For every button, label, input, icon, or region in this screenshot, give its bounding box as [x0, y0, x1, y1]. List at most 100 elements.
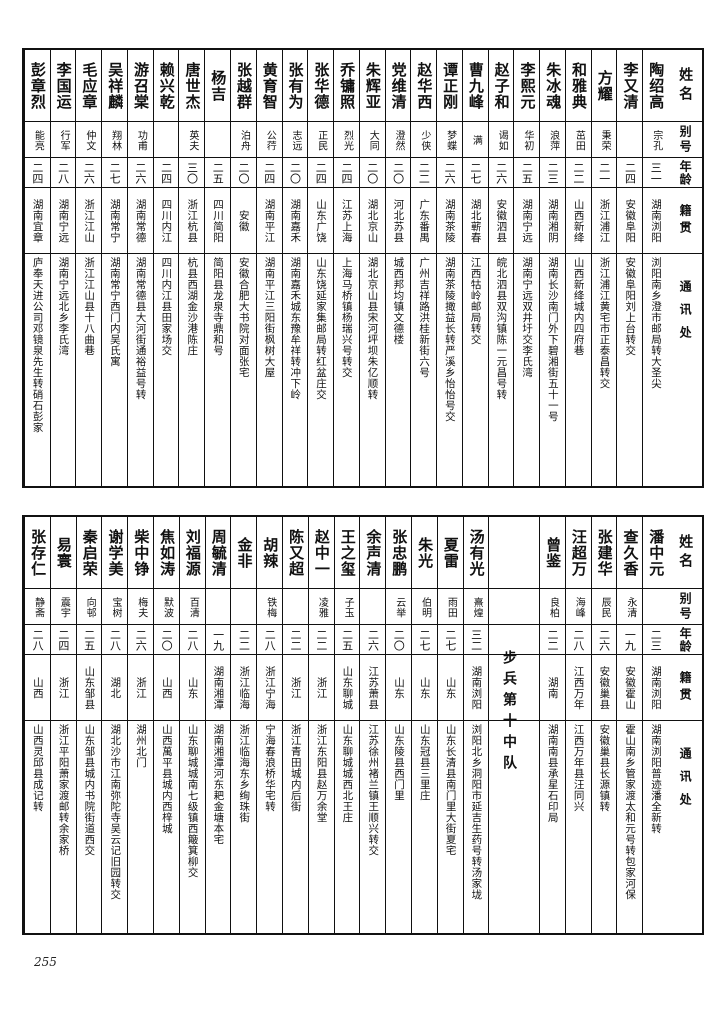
cell-alias — [643, 589, 668, 625]
text-age: 三〇 — [185, 162, 199, 184]
text-alias: 云举 — [393, 596, 405, 618]
text-name: 谢学美 — [106, 529, 125, 577]
cell-origin: 湖南湘阴 — [540, 188, 565, 254]
text-address: 湖南常宁西门内吴氏寓 — [108, 257, 121, 367]
text-name: 周毓清 — [209, 529, 228, 577]
roster-blank-column — [488, 517, 515, 933]
roster-entry-column: 陈又超 二二 浙江 浙江青田城内后街 — [282, 517, 308, 933]
text-origin: 广东番禺 — [418, 199, 431, 243]
text-origin: 湖北京山 — [366, 199, 379, 243]
cell-origin: 湖南常宁 — [102, 188, 127, 254]
header-text-name: 姓名 — [677, 67, 694, 105]
cell-name: 曾鉴 — [540, 517, 565, 589]
cell-age: 三〇 — [179, 158, 205, 188]
cell-alias: 英夫 — [179, 122, 205, 158]
cell-address: 四川内江县田家场交 — [154, 254, 179, 486]
text-name: 柴中铮 — [132, 529, 151, 577]
cell-address: 山东邹县城内书院街道西交 — [77, 721, 102, 933]
cell-alias: 泊舟 — [230, 122, 256, 158]
cell-address: 浏阳南乡澄市邮局转大圣尖 — [643, 254, 668, 486]
cell-age: 二四 — [334, 158, 359, 188]
cell-alias: 烈光 — [334, 122, 359, 158]
text-name: 余声清 — [364, 529, 383, 577]
text-name: 李熙元 — [518, 62, 537, 110]
cell-name: 柴中铮 — [128, 517, 154, 589]
text-alias: 秉荣 — [599, 129, 611, 151]
cell-alias: 向邨 — [76, 589, 102, 625]
cell-origin: 浙江杭县 — [179, 188, 205, 254]
cell-origin: 湖南宁远 — [50, 188, 76, 254]
roster-entry-column: 方耀 秉荣 二一 浙江浦江 浙江浦江黄宅市正泰昌转交 — [590, 50, 617, 486]
text-age: 二六 — [494, 162, 508, 184]
cell-alias: 静斋 — [25, 589, 50, 625]
cell-address: 庐奉天进公司邓镜泉先生转硝石彭家 — [25, 254, 50, 486]
text-address: 湖南浏阳普迹潘全新转 — [649, 724, 662, 834]
text-alias: 浪萍 — [547, 129, 559, 151]
cell-address: 山东长清县南门里大街夏宅 — [438, 721, 463, 933]
cell-address: 浙江东阳县赵万余堂 — [309, 721, 334, 933]
cell-address: 湖南浏阳普迹潘全新转 — [643, 721, 668, 933]
cell-address: 湖州北门 — [128, 721, 153, 933]
text-alias: 大同 — [367, 129, 379, 151]
text-alias: 能亮 — [32, 129, 44, 151]
text-age: 二七 — [418, 629, 432, 651]
text-address: 浙江临海东乡绚珠街 — [238, 724, 251, 823]
text-address: 皖北泗县双沟镇陈一元昌号转 — [495, 257, 508, 400]
roster-entry-column: 张有为 志远 二〇 湖南嘉禾 湖南嘉禾城东豫牟祥转冲下岭 — [281, 50, 308, 486]
cell-name: 张忠鹏 — [386, 517, 412, 589]
cell-origin: 山东聊城 — [334, 655, 360, 721]
cell-address: 山东聊城城南七级镇西簸箕柳交 — [180, 721, 205, 933]
text-address: 湖南宁远双井圩交李氏湾 — [521, 257, 534, 378]
cell-alias: 茁田 — [565, 122, 591, 158]
cell-alias: 梅夫 — [128, 589, 154, 625]
text-origin: 湖南嘉禾 — [289, 199, 302, 243]
cell-age: 二八 — [25, 625, 50, 655]
text-age: 三二 — [469, 629, 483, 651]
text-origin: 浙江宁海 — [264, 666, 276, 710]
text-alias: 功甫 — [135, 129, 147, 151]
cell-alias: 熹煌 — [463, 589, 489, 625]
cell-age: 二〇 — [282, 158, 308, 188]
roster-entry-column: 赖兴乾 二四 四川内江 四川内江县田家场交 — [152, 50, 179, 486]
text-address: 山西灵邱县成记转 — [31, 724, 44, 812]
cell-address: 湖南南县承星石印局 — [540, 721, 565, 933]
cell-age: 二七 — [462, 158, 488, 188]
cell-name: 李熙元 — [514, 50, 540, 122]
text-alias: 梦蝶 — [444, 129, 456, 151]
text-address: 山东陵县西门里 — [392, 724, 405, 801]
cell-alias — [205, 122, 230, 158]
cell-age: 三二 — [463, 625, 489, 655]
cell-age: 二三 — [643, 625, 668, 655]
cell-address: 宁海春浪桥华宅转 — [257, 721, 282, 933]
cell-age: 二五 — [334, 625, 360, 655]
cell-origin: 湖南浏阳 — [463, 655, 489, 721]
roster-entry-column: 汪超万 海峰 二八 江西万年 江西万年县汪同兴 — [564, 517, 591, 933]
cell-name: 张存仁 — [25, 517, 50, 589]
cell-origin: 湖南平江 — [256, 188, 282, 254]
cell-address: 山东聊城城西北王庄 — [335, 721, 360, 933]
text-origin: 山东聊城 — [341, 666, 354, 710]
cell-origin: 湖南嘉禾 — [282, 188, 308, 254]
text-age: 二八 — [31, 629, 45, 651]
text-name: 张建华 — [595, 529, 614, 577]
text-age: 二六 — [443, 162, 457, 184]
cell-alias: 震宇 — [50, 589, 76, 625]
cell-origin: 浙江江山 — [76, 188, 102, 254]
text-address: 湖北京山县宋河坪坝朱亿顺转 — [366, 257, 379, 400]
text-address: 庐奉天进公司邓镜泉先生转硝石彭家 — [31, 257, 44, 433]
text-name: 汤有光 — [467, 529, 486, 577]
text-name: 黄育智 — [260, 62, 279, 110]
cell-origin: 山东 — [179, 655, 205, 721]
text-name: 夏雷 — [441, 537, 460, 569]
text-origin: 浙江 — [57, 677, 70, 699]
text-origin: 浙江 — [135, 677, 148, 699]
text-origin: 江苏上海 — [340, 199, 353, 243]
cell-origin: 湖南宜章 — [24, 188, 50, 254]
text-origin: 安徽阜阳 — [624, 199, 637, 243]
text-name: 曾鉴 — [544, 537, 563, 569]
text-origin: 湖南宁远 — [521, 199, 534, 243]
cell-alias: 云举 — [386, 589, 412, 625]
text-age: 二五 — [82, 629, 96, 651]
header-text-name: 姓名 — [677, 534, 694, 572]
text-age: 二八 — [571, 629, 585, 651]
